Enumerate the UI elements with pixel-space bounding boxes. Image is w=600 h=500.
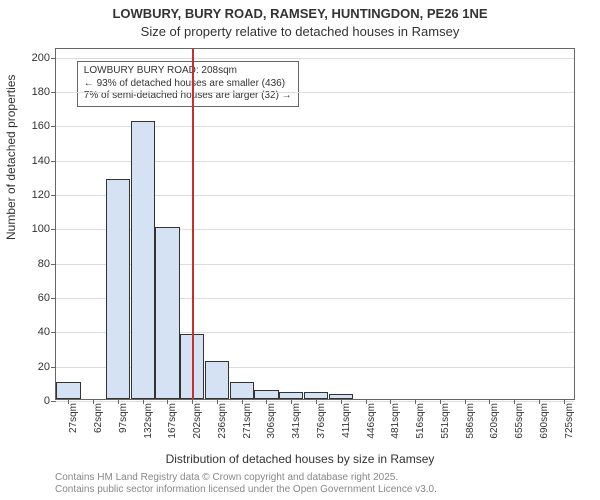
y-tick — [51, 229, 56, 230]
histogram-bar — [205, 361, 229, 399]
histogram-bar — [254, 390, 278, 399]
histogram-bar — [304, 392, 328, 399]
footnote-1: Contains HM Land Registry data © Crown c… — [55, 472, 398, 483]
x-tick-label: 271sqm — [242, 403, 253, 439]
y-tick-label: 40 — [38, 326, 50, 338]
x-tick-label: 551sqm — [440, 403, 451, 439]
x-tick-label: 202sqm — [192, 403, 203, 439]
y-tick-label: 60 — [38, 292, 50, 304]
chart-title-sub: Size of property relative to detached ho… — [0, 24, 600, 39]
y-tick-label: 180 — [32, 86, 50, 98]
x-tick-label: 481sqm — [390, 403, 401, 439]
y-tick — [51, 367, 56, 368]
x-tick-label: 62sqm — [93, 403, 104, 433]
y-tick — [51, 401, 56, 402]
chart-container: { "chart": { "type": "histogram", "title… — [0, 0, 600, 500]
reference-line — [192, 49, 194, 399]
x-tick-label: 97sqm — [118, 403, 129, 433]
x-tick-label: 655sqm — [514, 403, 525, 439]
x-tick-label: 341sqm — [291, 403, 302, 439]
y-tick — [51, 161, 56, 162]
x-tick-label: 690sqm — [539, 403, 550, 439]
x-tick-label: 446sqm — [366, 403, 377, 439]
histogram-bar — [56, 382, 80, 399]
y-tick — [51, 195, 56, 196]
grid-line — [56, 58, 574, 59]
footnote-2: Contains public sector information licen… — [55, 484, 437, 495]
y-tick-label: 80 — [38, 258, 50, 270]
x-tick-label: 167sqm — [167, 403, 178, 439]
y-tick — [51, 332, 56, 333]
y-tick-label: 20 — [38, 361, 50, 373]
annotation-box: LOWBURY BURY ROAD: 208sqm ← 93% of detac… — [77, 61, 299, 107]
annotation-line-2: ← 93% of detached houses are smaller (43… — [84, 78, 292, 91]
y-tick — [51, 58, 56, 59]
x-tick-label: 306sqm — [266, 403, 277, 439]
grid-line — [56, 92, 574, 93]
x-tick-label: 586sqm — [465, 403, 476, 439]
x-axis-label: Distribution of detached houses by size … — [0, 452, 600, 466]
chart-title-main: LOWBURY, BURY ROAD, RAMSEY, HUNTINGDON, … — [0, 6, 600, 21]
x-tick-label: 236sqm — [217, 403, 228, 439]
x-tick-label: 411sqm — [341, 403, 352, 438]
y-tick — [51, 126, 56, 127]
histogram-bar — [106, 179, 130, 399]
grid-line — [56, 401, 574, 402]
y-tick-label: 200 — [32, 52, 50, 64]
histogram-bar — [131, 121, 155, 399]
x-tick-label: 725sqm — [564, 403, 575, 439]
histogram-bar — [230, 382, 254, 399]
x-tick-label: 132sqm — [143, 403, 154, 439]
y-tick — [51, 92, 56, 93]
y-tick-label: 120 — [32, 189, 50, 201]
y-tick-label: 140 — [32, 155, 50, 167]
plot-area: LOWBURY BURY ROAD: 208sqm ← 93% of detac… — [55, 48, 575, 400]
x-tick-label: 27sqm — [68, 403, 79, 433]
y-axis-label: Number of detached properties — [4, 75, 18, 240]
y-tick-label: 100 — [32, 223, 50, 235]
x-tick-label: 376sqm — [316, 403, 327, 439]
histogram-bar — [279, 392, 303, 399]
annotation-line-1: LOWBURY BURY ROAD: 208sqm — [84, 65, 292, 78]
x-tick-label: 516sqm — [415, 403, 426, 439]
y-tick — [51, 264, 56, 265]
y-tick — [51, 298, 56, 299]
x-tick-label: 620sqm — [489, 403, 500, 439]
y-tick-label: 160 — [32, 120, 50, 132]
y-tick-label: 0 — [44, 395, 50, 407]
histogram-bar — [155, 227, 179, 399]
